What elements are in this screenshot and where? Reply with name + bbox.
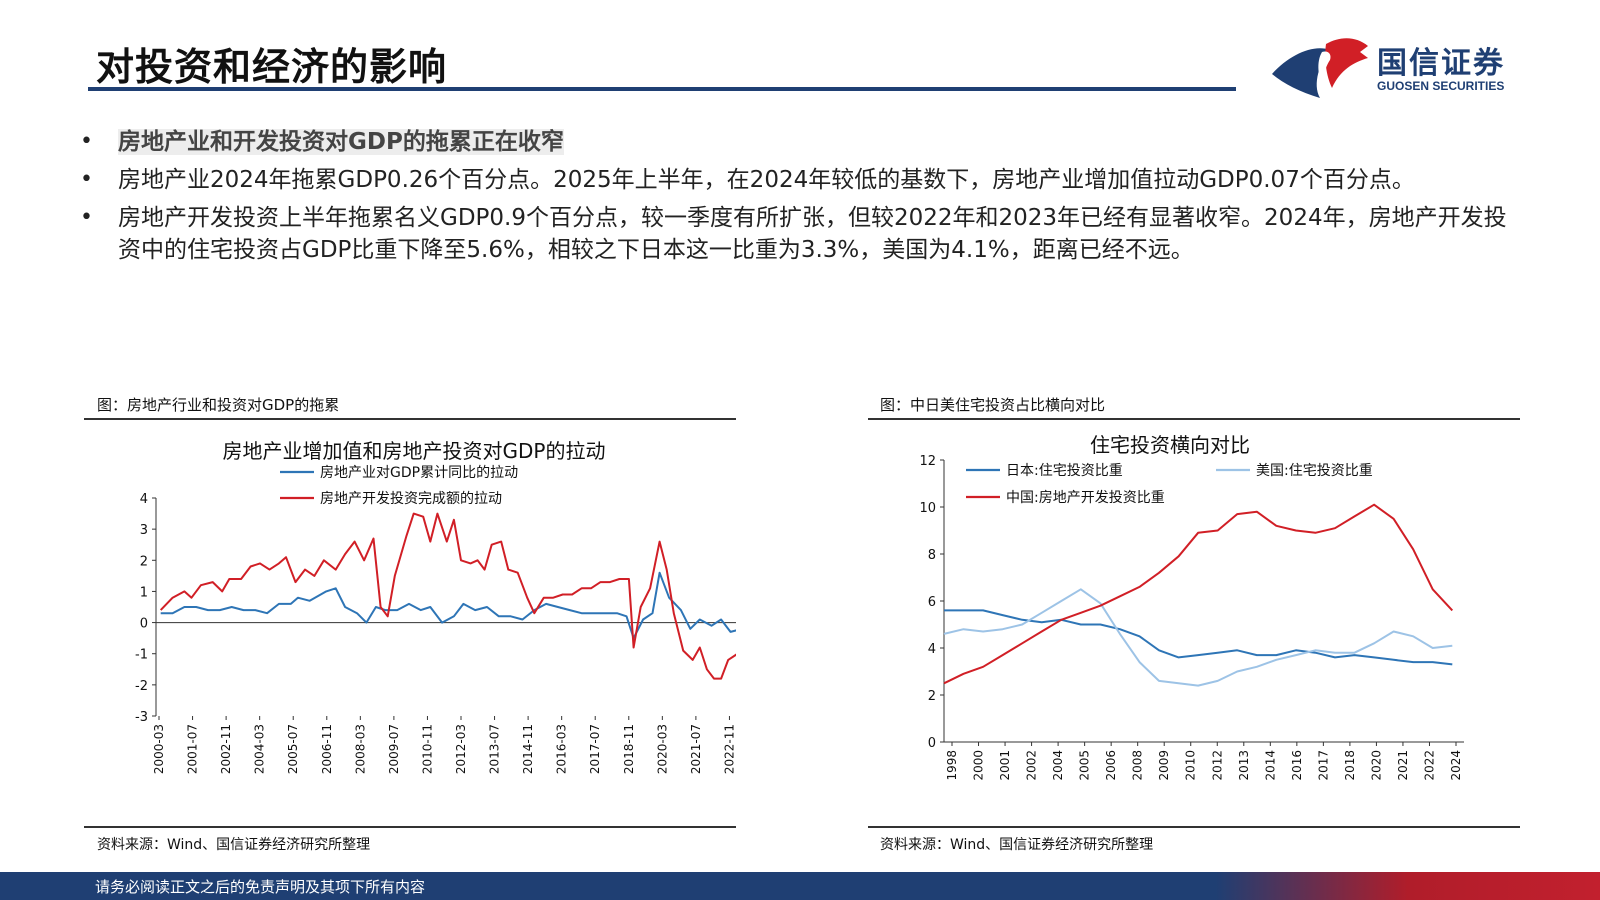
x-tick-label: 2001: [998, 750, 1012, 781]
x-tick-label: 2016-03: [555, 724, 569, 774]
footer-disclaimer: 请务必阅读正文之后的免责声明及其项下所有内容: [95, 878, 426, 896]
bullet-item: • 房地产业和开发投资对GDP的拖累正在收窄: [80, 126, 1510, 158]
x-tick-label: 2017: [1316, 750, 1330, 781]
bullet-dot-icon: •: [80, 167, 93, 192]
legend-label: 日本:住宅投资比重: [1006, 463, 1123, 479]
bullet-text: 房地产开发投资上半年拖累名义GDP0.9个百分点，较一季度有所扩张，但较2022…: [118, 205, 1507, 263]
legend-label: 中国:房地产开发投资比重: [1006, 490, 1165, 506]
right-figure-top-rule: [868, 418, 1520, 420]
x-tick-label: 2000-03: [152, 724, 166, 774]
y-tick-label: 0: [928, 736, 936, 751]
x-tick-label: 2022-11: [722, 724, 736, 774]
x-tick-label: 2021: [1396, 750, 1410, 781]
series-line: [160, 571, 736, 640]
right-chart: 住宅投资横向对比 0 2 4 6 8 10 12 1998 2000 2001 2002 2004 200…: [919, 433, 1464, 781]
chart-title: 房地产业增加值和房地产投资对GDP的拉动: [223, 439, 606, 463]
series-line: [943, 503, 1454, 685]
x-tick-label: 1998: [945, 750, 959, 781]
logo-text-cn: 国信证券: [1377, 46, 1505, 81]
y-tick-label: 8: [928, 548, 936, 563]
bullet-text: 房地产业和开发投资对GDP的拖累正在收窄: [118, 129, 564, 155]
x-tick-label: 2018-11: [622, 724, 636, 774]
x-tick-label: 2017-07: [588, 724, 602, 774]
legend-label: 房地产业对GDP累计同比的拉动: [320, 465, 518, 481]
series-line: [944, 609, 1453, 666]
x-tick-label: 2022: [1422, 750, 1436, 781]
page-title: 对投资和经济的影响: [96, 45, 448, 89]
x-tick-label: 2008: [1131, 750, 1145, 781]
y-tick-label: -3: [135, 710, 148, 725]
bullet-dot-icon: •: [80, 205, 93, 230]
x-tick-label: 2012: [1210, 750, 1224, 781]
x-tick-label: 2013-07: [488, 724, 502, 774]
y-tick-label: -2: [135, 679, 148, 694]
x-tick-label: 2020: [1369, 750, 1383, 781]
x-tick-label: 2006: [1104, 750, 1118, 781]
x-tick-label: 2020-03: [655, 724, 669, 774]
x-tick-label: 2004-03: [253, 724, 267, 774]
legend-label: 美国:住宅投资比重: [1256, 463, 1373, 479]
x-tick-label: 2010-11: [420, 724, 434, 774]
y-tick-label: 2: [140, 554, 148, 569]
x-tick-label: 2021-07: [689, 724, 703, 774]
right-figure-source: 资料来源：Wind、国信证券经济研究所整理: [880, 837, 1154, 853]
x-tick-label: 2016: [1290, 750, 1304, 781]
x-tick-label: 2006-11: [320, 724, 334, 774]
y-tick-label: 2: [928, 689, 936, 704]
left-figure-title: 图：房地产行业和投资对GDP的拖累: [97, 396, 340, 414]
chart-title: 住宅投资横向对比: [1090, 433, 1250, 457]
x-tick-label: 2002-11: [219, 724, 233, 774]
right-figure-bottom-rule: [868, 826, 1520, 828]
bullet-item: • 房地产开发投资上半年拖累名义GDP0.9个百分点，较一季度有所扩张，但较20…: [80, 202, 1510, 266]
footer-bar: 请务必阅读正文之后的免责声明及其项下所有内容: [0, 872, 1600, 900]
x-tick-label: 2013: [1237, 750, 1251, 781]
y-tick-label: 6: [928, 595, 936, 610]
y-tick-label: 4: [928, 642, 936, 657]
series-line: [159, 512, 736, 680]
bullet-text: 房地产业2024年拖累GDP0.26个百分点。2025年上半年，在2024年较低…: [118, 167, 1415, 193]
x-tick-label: 2018: [1343, 750, 1357, 781]
series-line: [943, 588, 1453, 687]
bullet-list: • 房地产业和开发投资对GDP的拖累正在收窄 • 房地产业2024年拖累GDP0…: [80, 126, 1510, 272]
left-figure-top-rule: [84, 418, 736, 420]
y-tick-label: 12: [919, 454, 936, 469]
x-tick-label: 2024: [1449, 750, 1463, 781]
left-chart: 房地产业增加值和房地产投资对GDP的拉动 4 3 2 1 0 -1 -2 -3 2000-03 20…: [135, 439, 736, 774]
title-underline: [88, 87, 1236, 91]
guosen-logo-mark-icon: [1272, 38, 1368, 98]
x-tick-label: 2001-07: [186, 724, 200, 774]
bullet-dot-icon: •: [80, 129, 93, 154]
left-figure-bottom-rule: [84, 826, 736, 828]
x-tick-label: 2014-11: [521, 724, 535, 774]
company-logo: 国信证券 GUOSEN SECURITIES: [1270, 32, 1530, 102]
y-tick-label: 3: [140, 523, 148, 538]
y-tick-label: 4: [140, 492, 148, 507]
y-tick-label: 1: [140, 585, 148, 600]
left-figure-source: 资料来源：Wind、国信证券经济研究所整理: [97, 837, 371, 853]
logo-text-en: GUOSEN SECURITIES: [1377, 79, 1505, 93]
x-tick-label: 2009-07: [387, 724, 401, 774]
x-tick-label: 2012-03: [454, 724, 468, 774]
x-tick-label: 2005: [1078, 750, 1092, 781]
x-tick-label: 2008-03: [353, 724, 367, 774]
x-tick-label: 2004: [1051, 750, 1065, 781]
legend-label: 房地产开发投资完成额的拉动: [320, 491, 502, 507]
y-tick-label: 0: [140, 617, 148, 632]
x-tick-label: 2014: [1263, 750, 1277, 781]
y-tick-label: 10: [919, 501, 936, 516]
bullet-item: • 房地产业2024年拖累GDP0.26个百分点。2025年上半年，在2024年…: [80, 164, 1510, 196]
right-figure-title: 图：中日美住宅投资占比横向对比: [880, 396, 1106, 414]
x-tick-label: 2002: [1025, 750, 1039, 781]
x-tick-label: 2009: [1157, 750, 1171, 781]
x-tick-label: 2010: [1184, 750, 1198, 781]
x-tick-label: 2000: [972, 750, 986, 781]
x-tick-label: 2005-07: [286, 724, 300, 774]
y-tick-label: -1: [135, 648, 148, 663]
